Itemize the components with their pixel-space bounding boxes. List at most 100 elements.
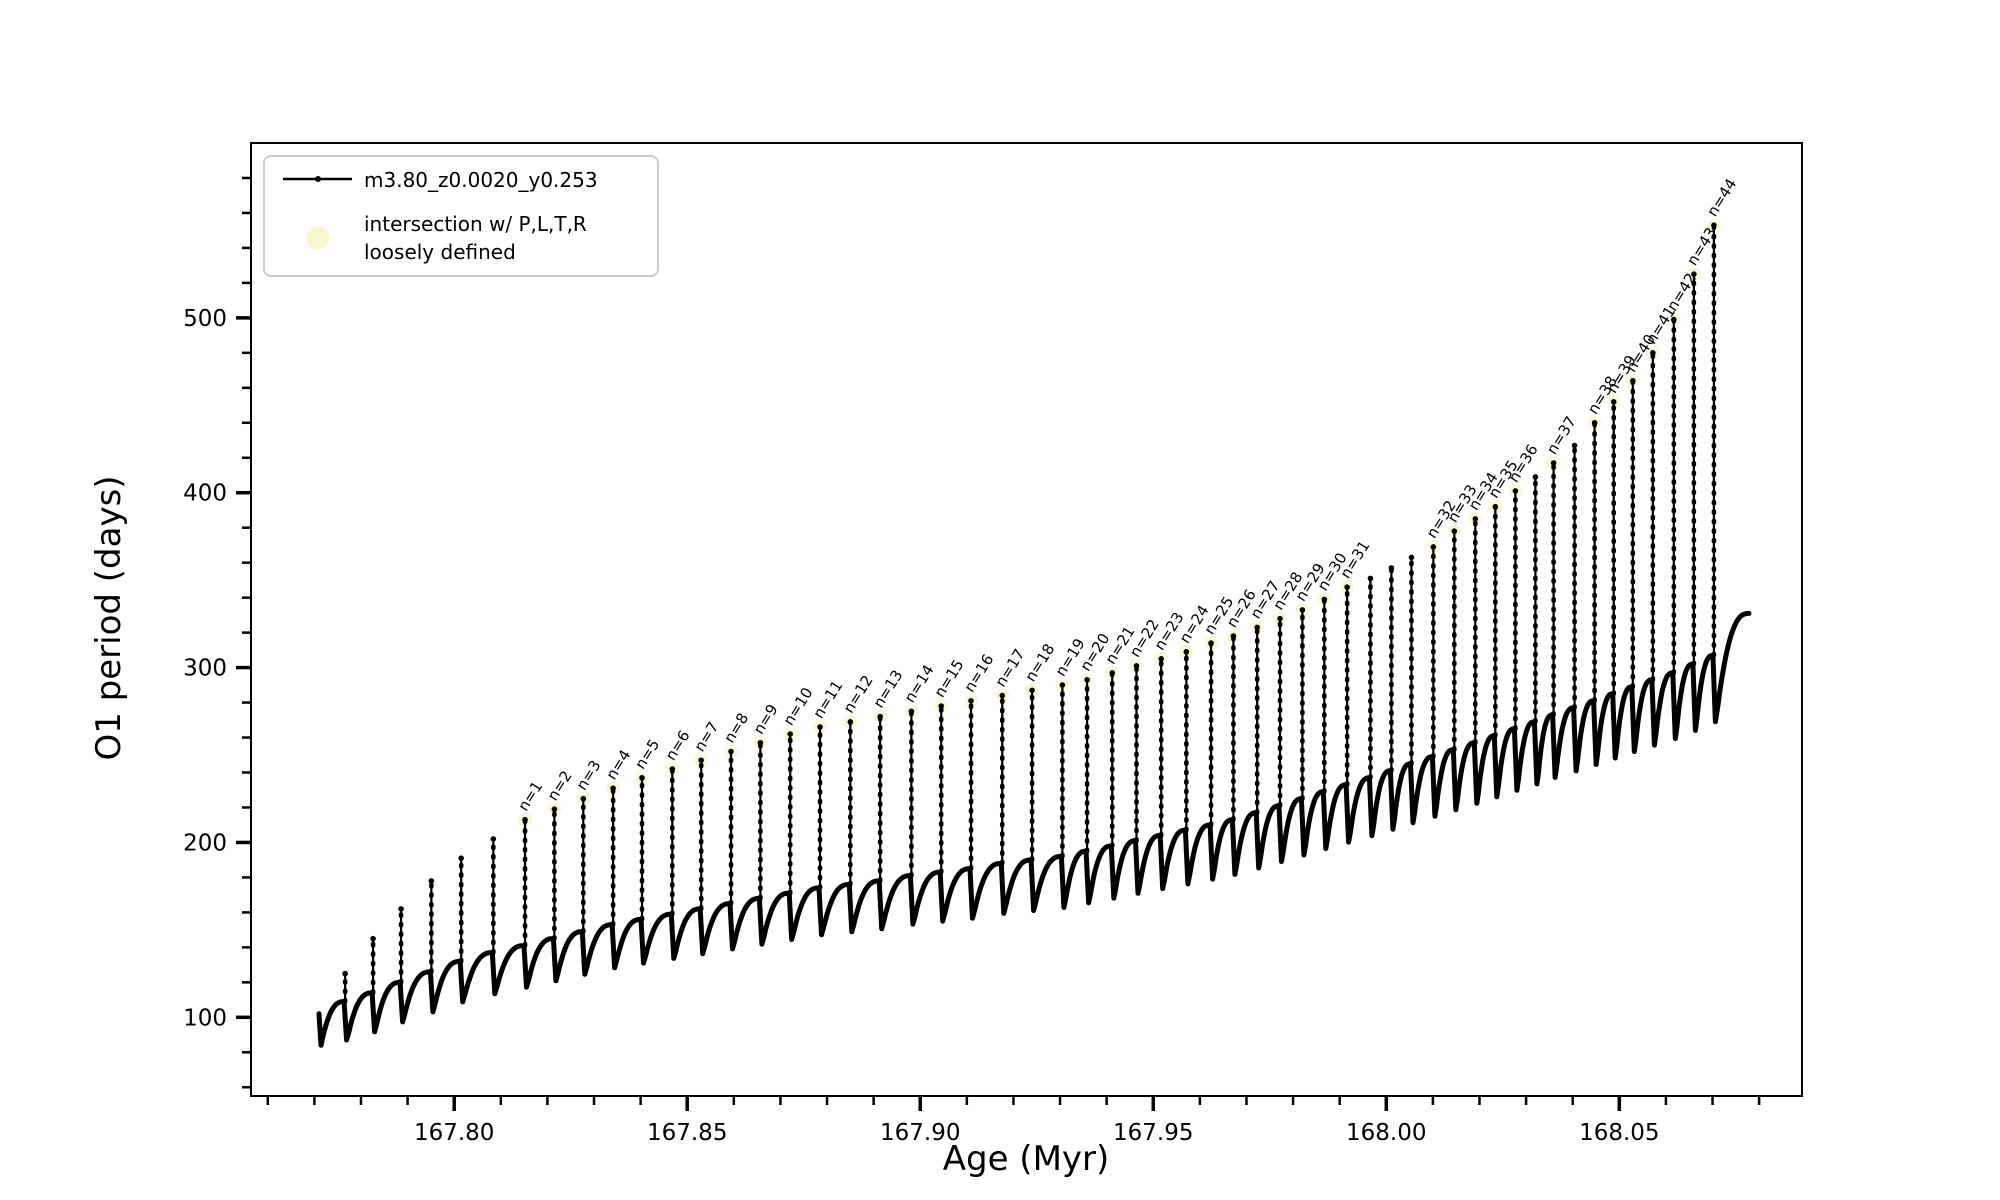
x-tick-label: 168.05	[1579, 1120, 1659, 1146]
pulse-label: n=14	[901, 661, 938, 705]
legend-intersection-marker	[306, 226, 330, 250]
pulse-spike-top-marker	[1029, 687, 1035, 694]
pulse-label: n=6	[662, 727, 694, 763]
pulse-label: n=1	[514, 778, 546, 814]
x-axis-label: Age (Myr)	[943, 1139, 1110, 1179]
pulse-spike-top-marker	[999, 692, 1006, 699]
pulse-label: n=4	[602, 746, 634, 782]
pulse-spike-top-marker	[877, 713, 883, 720]
pulse-spike-top-marker	[1610, 398, 1617, 405]
pulse-spike-top-marker	[698, 757, 705, 764]
x-tick-label: 168.00	[1346, 1120, 1426, 1146]
pulse-spike-top-marker	[817, 724, 823, 730]
pulse-spike-top-marker	[1321, 596, 1328, 603]
series-line-layer	[316, 222, 1752, 1048]
pulse-spike-top-marker	[1230, 633, 1237, 639]
pulse-spike-top-marker	[1650, 350, 1656, 356]
pulse-spike-top-marker	[1550, 460, 1557, 466]
pulse-spike-top-marker	[1084, 677, 1090, 683]
pulse-spike-top-marker	[1388, 565, 1395, 571]
series-baseline-path	[316, 610, 1752, 1048]
legend-box	[263, 155, 659, 277]
pulse-label: n=7	[690, 718, 722, 754]
pulse-spike-top-marker	[1571, 442, 1578, 449]
pulse-spike-top-marker	[370, 935, 376, 942]
pulse-spike-top-marker	[1630, 378, 1636, 384]
pulse-label: n=44	[1703, 175, 1740, 219]
y-axis-label: O1 period (days)	[89, 475, 129, 760]
x-tick-label: 167.90	[880, 1120, 960, 1146]
x-tick-label: 167.85	[647, 1120, 727, 1146]
pulse-spike-top-marker	[639, 774, 645, 781]
pulse-spike-top-marker	[551, 806, 558, 813]
pulse-spike-top-marker	[1183, 649, 1190, 655]
legend-label-series: m3.80_z0.0020_y0.253	[364, 168, 598, 192]
y-tick-label: 100	[183, 1005, 227, 1031]
pulse-spike-top-marker	[428, 878, 435, 884]
pulse-spike-top-marker	[490, 836, 497, 842]
pulse-label: n=16	[960, 651, 997, 695]
pulse-spike-top-marker	[669, 766, 676, 772]
pulse-label: n=17	[992, 646, 1029, 690]
pulse-spike-top-marker	[398, 906, 404, 912]
legend-label-intersection-line2: loosely defined	[364, 240, 516, 264]
pulse-spike-top-marker	[1344, 584, 1350, 590]
legend: m3.80_z0.0020_y0.253 intersection w/ P,L…	[263, 155, 659, 277]
pulse-spike-top-marker	[1711, 222, 1717, 228]
pulse-label: n=11	[809, 677, 846, 721]
pulse-labels-layer: n=1n=2n=3n=4n=5n=6n=7n=8n=9n=10n=11n=12n…	[514, 175, 1740, 814]
pulse-spike-top-marker	[1492, 503, 1499, 510]
pulse-spike-top-marker	[1277, 615, 1283, 622]
legend-label-intersection-line1: intersection w/ P,L,T,R	[364, 212, 587, 236]
pulse-spike-top-marker	[1254, 624, 1260, 631]
pulse-spike-top-marker	[1451, 528, 1458, 534]
pulse-spike-top-marker	[1158, 656, 1164, 662]
pulse-spike-top-marker	[580, 795, 587, 802]
pulse-label: n=13	[869, 667, 906, 711]
legend-line-marker-dot	[315, 176, 321, 182]
pulse-spike-top-marker	[1512, 488, 1519, 494]
pulse-spike-top-marker	[1133, 663, 1140, 669]
pulse-label: n=12	[840, 672, 877, 716]
pulse-label: n=9	[750, 701, 782, 737]
pulse-spike-top-marker	[458, 855, 464, 861]
pulse-spike-top-marker	[908, 708, 915, 715]
x-tick-label: 167.80	[414, 1120, 494, 1146]
y-tick-label: 300	[183, 656, 227, 682]
pulse-label: n=3	[573, 757, 605, 793]
pulse-spike-top-marker	[728, 748, 734, 755]
pulse-spike-top-marker	[757, 739, 764, 746]
pulse-spike-top-marker	[1591, 419, 1598, 426]
pulse-spike-top-marker	[847, 718, 854, 725]
pulse-label: n=5	[631, 736, 663, 772]
pulse-spike-top-marker	[1691, 271, 1697, 277]
pulse-spike-top-marker	[1430, 544, 1437, 550]
pulse-spike-top-marker	[787, 731, 794, 737]
pulse-label: n=10	[780, 684, 817, 728]
pulse-spike-top-marker	[610, 785, 616, 792]
axes-layer: 167.80 167.85 167.90 167.95 168.00 168.05 100 2…	[183, 142, 1803, 1146]
y-tick-label: 200	[183, 830, 227, 856]
y-tick-label: 500	[183, 306, 227, 332]
plot-frame	[250, 142, 1803, 1097]
pulse-label: n=15	[931, 656, 968, 700]
pulse-spike-top-marker	[1408, 554, 1415, 561]
pulse-spike-top-marker	[1208, 640, 1214, 646]
pulse-spike-top-marker	[938, 703, 945, 709]
pulse-label: n=2	[544, 767, 576, 803]
pulse-spike-top-marker	[1671, 316, 1677, 323]
pulse-spike-top-marker	[1472, 516, 1479, 522]
x-tick-label: 167.95	[1113, 1120, 1193, 1146]
y-tick-label: 400	[183, 481, 227, 507]
pulse-spike-top-marker	[1532, 474, 1539, 480]
pulse-spike-top-marker	[1109, 670, 1116, 676]
pulse-spike-top-marker	[1299, 607, 1306, 613]
pulse-spike-top-marker	[968, 698, 974, 704]
pulse-spike-top-marker	[1367, 575, 1374, 582]
pulse-label: n=8	[720, 710, 752, 746]
pulse-spike-top-marker	[1059, 682, 1066, 688]
pulse-spike-top-marker	[522, 816, 528, 823]
pulse-spike-top-marker	[342, 970, 348, 977]
